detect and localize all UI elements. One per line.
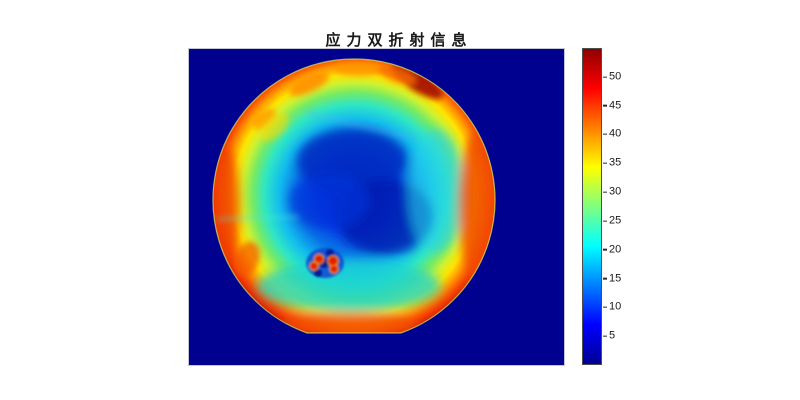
colorbar-tick-label: 45 [609, 99, 622, 112]
wafer-rim-patches [216, 62, 443, 277]
defect-cluster [306, 248, 344, 278]
wafer-disc [212, 58, 495, 334]
wafer-heatmap [189, 49, 564, 365]
colorbar-tick-label: 35 [609, 156, 622, 169]
colorbar-tick-mark [603, 191, 607, 193]
colorbar-tick-label: 20 [609, 243, 622, 256]
colorbar-tick-labels: 5 10 15 20 25 30 35 40 45 50 [609, 48, 649, 365]
colorbar-tick-label: 15 [609, 272, 622, 285]
colorbar-tick-mark [603, 76, 607, 78]
colorbar-tick-mark [603, 306, 607, 309]
colorbar-tick-marks [603, 48, 607, 365]
colorbar-tick-mark [603, 249, 607, 251]
colorbar-tick-mark [603, 277, 607, 280]
colorbar-tick-mark [603, 104, 607, 107]
colorbar-tick-mark [603, 335, 607, 337]
colorbar-tick-label: 10 [609, 300, 622, 313]
colorbar-tick-label: 30 [609, 185, 622, 198]
colorbar-tick-label: 5 [609, 329, 616, 342]
wafer-bright-edge [212, 58, 496, 334]
colorbar-tick-label: 25 [609, 214, 622, 227]
colorbar-tick-label: 50 [609, 70, 622, 83]
colorbar-tick-label: 40 [609, 127, 622, 140]
chart-title: 应力双折射信息 [325, 32, 473, 49]
colorbar-tick-mark [603, 133, 607, 136]
heatmap-plot-area [188, 48, 565, 366]
colorbar [582, 48, 602, 365]
colorbar-tick-mark [603, 162, 607, 164]
colorbar-tick-mark [603, 220, 607, 222]
wafer-soft-blobs [212, 129, 495, 334]
